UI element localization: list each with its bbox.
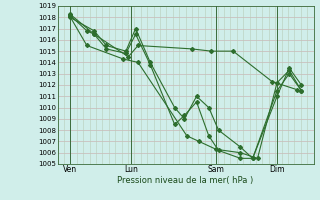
X-axis label: Pression niveau de la mer( hPa ): Pression niveau de la mer( hPa )	[117, 176, 254, 185]
